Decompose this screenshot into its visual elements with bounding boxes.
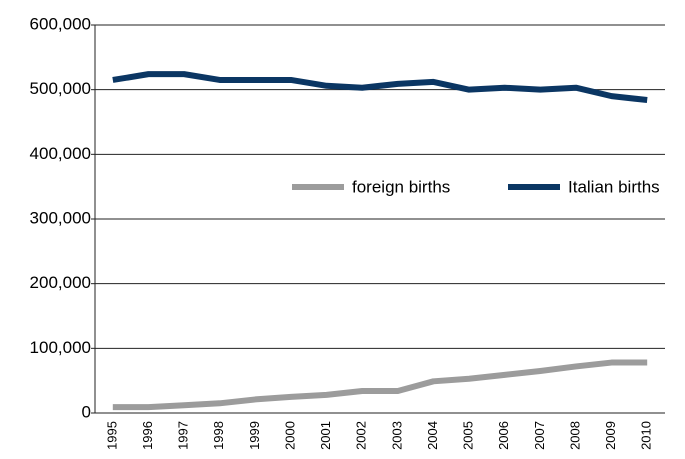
x-tick-label: 1999 (247, 421, 262, 450)
x-tick-label: 2008 (567, 421, 582, 450)
y-tick-label: 100,000 (30, 338, 91, 357)
x-tick-label: 1998 (211, 421, 226, 450)
y-tick-label: 400,000 (30, 144, 91, 163)
x-tick-label: 2010 (639, 421, 654, 450)
x-tick-label: 2009 (603, 421, 618, 450)
series-line (112, 71, 648, 103)
x-tick-label: 2000 (282, 421, 297, 450)
x-tick-label: 2001 (318, 421, 333, 450)
series-line (112, 359, 648, 411)
x-tick-label: 1996 (140, 421, 155, 450)
x-tick-label: 2004 (425, 421, 440, 450)
legend-label: foreign births (352, 177, 450, 196)
x-tick-label: 2002 (354, 421, 369, 450)
x-tick-label: 1997 (176, 421, 191, 450)
y-tick-label: 300,000 (30, 208, 91, 227)
y-tick-label: 600,000 (30, 14, 91, 33)
x-tick-label: 1995 (104, 421, 119, 450)
legend-label: Italian births (568, 177, 660, 196)
y-tick-label: 500,000 (30, 79, 91, 98)
x-tick-label: 2006 (496, 421, 511, 450)
x-tick-label: 2003 (389, 421, 404, 450)
x-tick-label: 2007 (532, 421, 547, 450)
y-tick-label: 200,000 (30, 273, 91, 292)
y-tick-label: 0 (82, 402, 91, 421)
x-tick-label: 2005 (461, 421, 476, 450)
